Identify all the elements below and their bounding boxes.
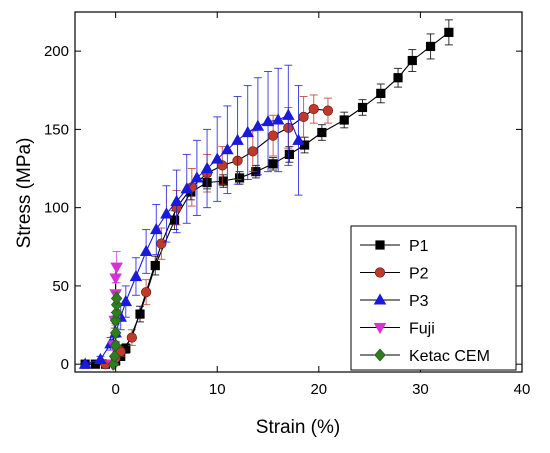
data-point <box>129 269 143 282</box>
data-point <box>139 244 153 257</box>
x-tick-label: 10 <box>209 381 226 398</box>
data-point <box>150 260 160 271</box>
data-point <box>109 326 122 340</box>
data-point <box>231 133 244 145</box>
y-tick-label: 150 <box>44 121 69 138</box>
data-point <box>94 352 107 365</box>
plot-frame <box>74 11 523 373</box>
data-point <box>317 127 327 138</box>
data-point <box>241 125 254 138</box>
data-point <box>78 357 92 369</box>
data-point <box>109 313 122 327</box>
x-tick-label: 30 <box>412 381 429 398</box>
data-point <box>135 309 145 319</box>
axes: 0 10 20 30 40 0 50 100 150 200 Strain (%) Stress… <box>14 11 530 438</box>
data-point <box>234 173 245 183</box>
data-point <box>210 152 224 164</box>
data-point <box>109 338 122 352</box>
x-tick-label: 40 <box>514 381 531 398</box>
data-point <box>90 359 100 369</box>
data-point <box>200 161 214 174</box>
y-ticks: 0 50 100 150 200 <box>44 43 522 373</box>
data-point <box>299 140 310 150</box>
legend-label: Ketac CEM <box>409 348 490 365</box>
legend-label: P2 <box>409 266 429 283</box>
series-line <box>85 114 300 365</box>
data-point <box>357 102 368 113</box>
y-axis-title: Stress (MPa) <box>14 138 35 249</box>
data-point <box>126 332 137 343</box>
data-point <box>160 207 173 219</box>
data-point <box>247 146 258 157</box>
data-point <box>107 357 120 371</box>
y-tick-label: 200 <box>44 43 69 60</box>
data-point <box>110 262 123 274</box>
data-point <box>110 291 123 305</box>
data-point <box>108 349 121 363</box>
legend-label: Fuji <box>409 321 435 338</box>
legend-marker <box>374 267 386 278</box>
series-4 <box>107 291 123 371</box>
data-point <box>268 159 278 169</box>
legend-label: P1 <box>409 238 429 255</box>
data-point <box>268 130 279 141</box>
legend-marker <box>375 240 385 250</box>
legend-marker <box>373 322 387 335</box>
data-point <box>141 287 152 298</box>
data-point <box>221 143 234 155</box>
x-ticks: 0 10 20 30 40 <box>111 12 530 398</box>
data-point <box>298 111 309 122</box>
y-tick-label: 50 <box>52 278 69 295</box>
data-point <box>425 41 436 52</box>
data-point <box>170 194 183 206</box>
data-point <box>284 149 294 160</box>
data-point <box>261 114 275 127</box>
x-tick-label: 0 <box>111 381 119 398</box>
data-point <box>376 88 386 98</box>
data-point <box>339 115 349 125</box>
data-point <box>393 73 403 83</box>
y-tick-label: 100 <box>44 200 69 217</box>
plot-area <box>78 19 454 371</box>
x-tick-label: 20 <box>310 381 327 398</box>
data-point <box>308 103 319 115</box>
data-point <box>180 182 194 194</box>
x-axis-title: Strain (%) <box>256 417 340 438</box>
y-tick-label: 0 <box>61 356 69 373</box>
data-point <box>407 55 417 66</box>
data-point <box>322 105 334 116</box>
data-point <box>271 113 285 125</box>
legend-marker <box>374 348 386 362</box>
data-point <box>119 294 133 307</box>
data-point <box>109 273 122 285</box>
legend: P1 P2 P3 Fuji Ketac CEM <box>350 225 517 371</box>
legend-label: P3 <box>409 293 429 310</box>
data-point <box>190 171 204 183</box>
legend-marker <box>373 293 387 305</box>
data-point <box>444 27 454 37</box>
data-point <box>110 306 123 319</box>
data-point <box>251 119 265 131</box>
data-point <box>150 222 163 235</box>
data-point <box>282 108 295 120</box>
data-point <box>292 133 305 145</box>
data-point <box>156 238 167 249</box>
